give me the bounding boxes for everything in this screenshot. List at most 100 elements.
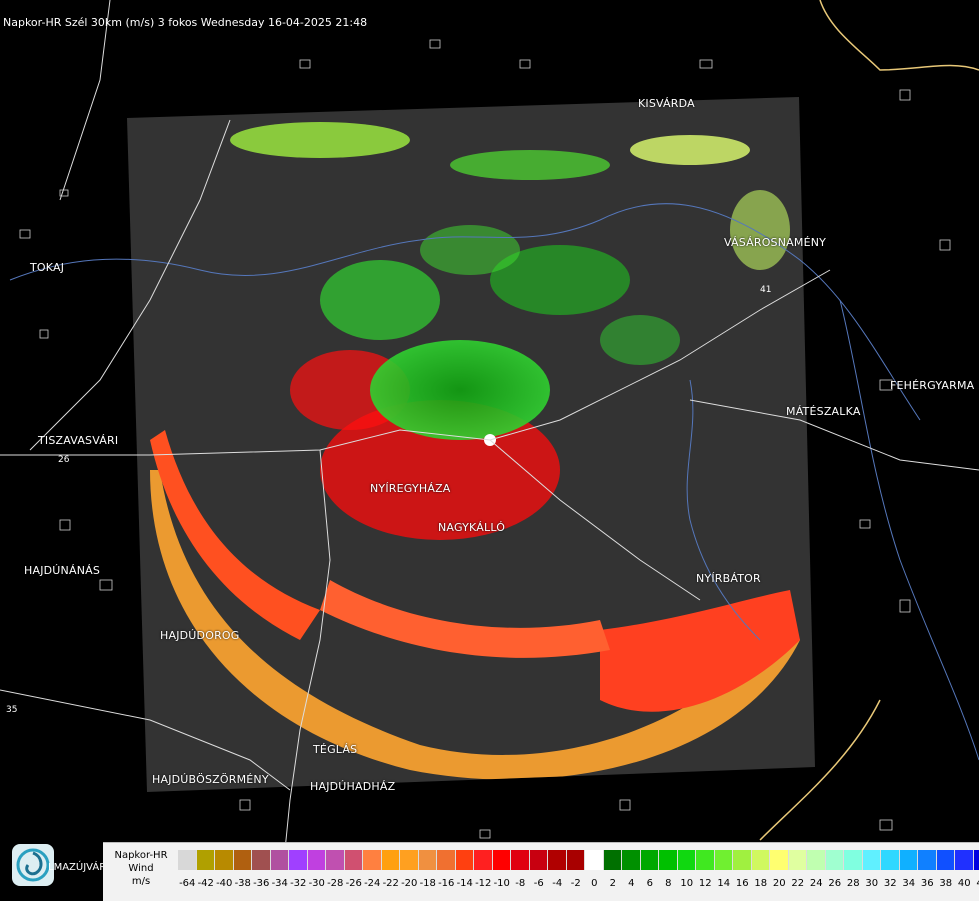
city-label: FEHÉRGYARMA — [890, 379, 974, 392]
city-label: TOKAJ — [30, 261, 64, 274]
legend-tick-label: 22 — [789, 878, 808, 889]
legend-swatch — [678, 850, 697, 870]
legend-ticks: -64-42-40-38-36-34-32-30-28-26-24-22-20-… — [178, 878, 979, 889]
legend-tick-label: -22 — [382, 878, 401, 889]
legend-tick-label: -24 — [363, 878, 382, 889]
legend-tick-label: -4 — [548, 878, 567, 889]
legend-swatch — [289, 850, 308, 870]
city-label: HAJDÚNÁNÁS — [24, 564, 100, 577]
city-label: VÁSÁROSNAMÉNY — [724, 236, 826, 249]
legend-swatch — [252, 850, 271, 870]
legend-tick-label: 42 — [974, 878, 979, 889]
legend-line2: Wind — [107, 862, 175, 875]
legend-tick-label: -2 — [567, 878, 586, 889]
legend-title: Napkor-HR Wind m/s — [107, 849, 175, 888]
legend-tick-label: 2 — [604, 878, 623, 889]
legend-tick-label: -40 — [215, 878, 234, 889]
legend-swatches — [178, 850, 979, 870]
legend-swatch — [752, 850, 771, 870]
city-label: TÉGLÁS — [313, 743, 357, 756]
legend-swatch — [955, 850, 974, 870]
legend-swatch — [696, 850, 715, 870]
legend-swatch — [456, 850, 475, 870]
city-label: NAGYKÁLLÓ — [438, 521, 505, 534]
legend-swatch — [567, 850, 586, 870]
city-label: HAJDÚDOROG — [160, 629, 240, 642]
legend-tick-label: -20 — [400, 878, 419, 889]
legend-tick-label: 6 — [641, 878, 660, 889]
legend-tick-label: 18 — [752, 878, 771, 889]
map-title: Napkor-HR Szél 30km (m/s) 3 fokos Wednes… — [3, 16, 367, 29]
legend-swatch — [918, 850, 937, 870]
legend-swatch — [826, 850, 845, 870]
legend-tick-label: -8 — [511, 878, 530, 889]
city-label: HAJDÚHADHÁZ — [310, 780, 395, 793]
legend-tick-label: -42 — [197, 878, 216, 889]
legend-tick-label: -18 — [419, 878, 438, 889]
legend-tick-label: -34 — [271, 878, 290, 889]
legend-swatch — [659, 850, 678, 870]
legend-swatch — [178, 850, 197, 870]
legend-tick-label: 10 — [678, 878, 697, 889]
footer-logo-text: LMAZÚJVÁR — [48, 862, 106, 873]
legend-swatch — [974, 850, 979, 870]
city-label: MÁTÉSZALKA — [786, 405, 861, 418]
legend-swatch — [215, 850, 234, 870]
legend-tick-label: 14 — [715, 878, 734, 889]
legend-swatch — [622, 850, 641, 870]
legend-tick-label: 32 — [881, 878, 900, 889]
legend-swatch — [641, 850, 660, 870]
legend-tick-label: -36 — [252, 878, 271, 889]
legend-swatch — [345, 850, 364, 870]
legend-swatch — [493, 850, 512, 870]
legend-swatch — [900, 850, 919, 870]
legend-tick-label: 34 — [900, 878, 919, 889]
legend-swatch — [881, 850, 900, 870]
legend-tick-label: 26 — [826, 878, 845, 889]
legend-tick-label: 20 — [770, 878, 789, 889]
city-label: TISZAVASVÁRI — [38, 434, 118, 447]
legend-swatch — [308, 850, 327, 870]
legend-line1: Napkor-HR — [107, 849, 175, 862]
city-label: NYÍREGYHÁZA — [370, 482, 451, 495]
city-label: NYÍRBÁTOR — [696, 572, 761, 585]
legend-swatch — [437, 850, 456, 870]
legend-tick-label: -14 — [456, 878, 475, 889]
legend-tick-label: 12 — [696, 878, 715, 889]
legend-tick-label: 40 — [955, 878, 974, 889]
legend-swatch — [715, 850, 734, 870]
legend-swatch — [419, 850, 438, 870]
legend-swatch — [271, 850, 290, 870]
legend-swatch — [770, 850, 789, 870]
road-number: 26 — [58, 455, 70, 465]
legend-tick-label: -32 — [289, 878, 308, 889]
legend-tick-label: -26 — [345, 878, 364, 889]
legend-swatch — [604, 850, 623, 870]
legend-tick-label: 28 — [844, 878, 863, 889]
wind-legend: Napkor-HR Wind m/s -64-42-40-38-36-34-32… — [103, 842, 979, 901]
legend-swatch — [234, 850, 253, 870]
legend-tick-label: 16 — [733, 878, 752, 889]
legend-line3: m/s — [107, 875, 175, 888]
legend-swatch — [382, 850, 401, 870]
legend-swatch — [937, 850, 956, 870]
road-number: 35 — [6, 705, 17, 715]
legend-swatch — [326, 850, 345, 870]
legend-swatch — [548, 850, 567, 870]
legend-tick-label: -64 — [178, 878, 197, 889]
legend-swatch — [863, 850, 882, 870]
legend-tick-label: -16 — [437, 878, 456, 889]
legend-swatch — [511, 850, 530, 870]
legend-tick-label: 8 — [659, 878, 678, 889]
legend-swatch — [400, 850, 419, 870]
legend-tick-label: -30 — [308, 878, 327, 889]
legend-tick-label: 0 — [585, 878, 604, 889]
legend-tick-label: 38 — [937, 878, 956, 889]
legend-tick-label: -10 — [493, 878, 512, 889]
city-label: KISVÁRDA — [638, 97, 695, 110]
legend-tick-label: -38 — [234, 878, 253, 889]
legend-swatch — [197, 850, 216, 870]
legend-swatch — [363, 850, 382, 870]
road-number: 41 — [760, 285, 771, 295]
